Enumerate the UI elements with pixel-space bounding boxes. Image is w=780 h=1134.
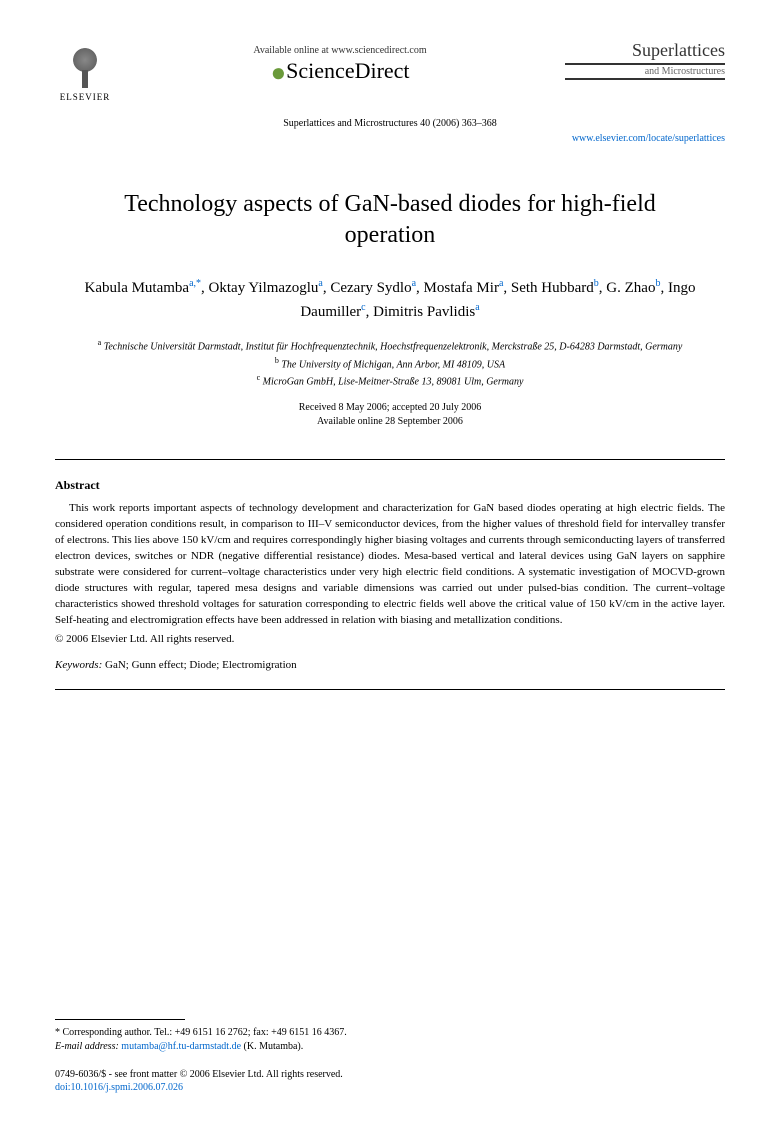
author: Kabula Mutambaa,* xyxy=(85,280,202,296)
citation: Superlattices and Microstructures 40 (20… xyxy=(55,118,725,129)
divider xyxy=(55,459,725,460)
author: Cezary Sydloa xyxy=(330,280,416,296)
author: Oktay Yilmazoglua xyxy=(209,280,323,296)
corr-label: * Corresponding author. Tel.: +49 6151 1… xyxy=(55,1026,725,1040)
author: G. Zhaob xyxy=(606,280,660,296)
abstract-heading: Abstract xyxy=(55,478,725,493)
footer: * Corresponding author. Tel.: +49 6151 1… xyxy=(55,1019,725,1094)
issn-text: 0749-6036/$ - see front matter © 2006 El… xyxy=(55,1068,725,1081)
dates-block: Received 8 May 2006; accepted 20 July 20… xyxy=(55,401,725,429)
journal-block: Superlattices and Microstructures xyxy=(565,40,725,80)
issn-block: 0749-6036/$ - see front matter © 2006 El… xyxy=(55,1068,725,1094)
affiliation-c: c MicroGan GmbH, Lise-Meitner-Straße 13,… xyxy=(55,372,725,389)
sd-bullet-icon: ● xyxy=(270,58,286,87)
article-title: Technology aspects of GaN-based diodes f… xyxy=(85,189,695,251)
email-label: E-mail address: xyxy=(55,1041,119,1052)
sciencedirect-logo: ●ScienceDirect xyxy=(115,58,565,88)
email-name: (K. Mutamba). xyxy=(244,1041,304,1052)
journal-link-anchor[interactable]: www.elsevier.com/locate/superlattices xyxy=(572,133,725,144)
sciencedirect-text: ScienceDirect xyxy=(286,58,409,83)
received-date: Received 8 May 2006; accepted 20 July 20… xyxy=(55,401,725,415)
journal-subtitle: and Microstructures xyxy=(565,63,725,80)
elsevier-logo: ELSEVIER xyxy=(55,40,115,110)
affiliation-a: a Technische Universität Darmstadt, Inst… xyxy=(55,337,725,354)
sciencedirect-block: Available online at www.sciencedirect.co… xyxy=(115,40,565,88)
elsevier-label: ELSEVIER xyxy=(60,92,111,102)
keywords: Keywords: GaN; Gunn effect; Diode; Elect… xyxy=(55,659,725,671)
author: Dimitris Pavlidisa xyxy=(373,304,480,320)
footnote-separator xyxy=(55,1019,185,1020)
divider xyxy=(55,689,725,690)
copyright: © 2006 Elsevier Ltd. All rights reserved… xyxy=(55,633,725,645)
keywords-label: Keywords: xyxy=(55,659,102,671)
doi-link[interactable]: doi:10.1016/j.spmi.2006.07.026 xyxy=(55,1082,183,1093)
author: Mostafa Mira xyxy=(424,280,504,296)
header: ELSEVIER Available online at www.science… xyxy=(55,40,725,110)
corresponding-author: * Corresponding author. Tel.: +49 6151 1… xyxy=(55,1026,725,1054)
elsevier-tree-icon xyxy=(60,40,110,90)
email-link[interactable]: mutamba@hf.tu-darmstadt.de xyxy=(121,1041,241,1052)
author: Seth Hubbardb xyxy=(511,280,599,296)
email-line: E-mail address: mutamba@hf.tu-darmstadt.… xyxy=(55,1040,725,1054)
available-online-text: Available online at www.sciencedirect.co… xyxy=(115,45,565,56)
journal-link[interactable]: www.elsevier.com/locate/superlattices xyxy=(55,133,725,144)
affiliation-b: b The University of Michigan, Ann Arbor,… xyxy=(55,355,725,372)
abstract-body: This work reports important aspects of t… xyxy=(55,501,725,629)
authors-list: Kabula Mutambaa,*, Oktay Yilmazoglua, Ce… xyxy=(75,276,705,323)
journal-name: Superlattices xyxy=(565,40,725,61)
keywords-text: GaN; Gunn effect; Diode; Electromigratio… xyxy=(105,659,297,671)
online-date: Available online 28 September 2006 xyxy=(55,415,725,429)
affiliations: a Technische Universität Darmstadt, Inst… xyxy=(55,337,725,389)
